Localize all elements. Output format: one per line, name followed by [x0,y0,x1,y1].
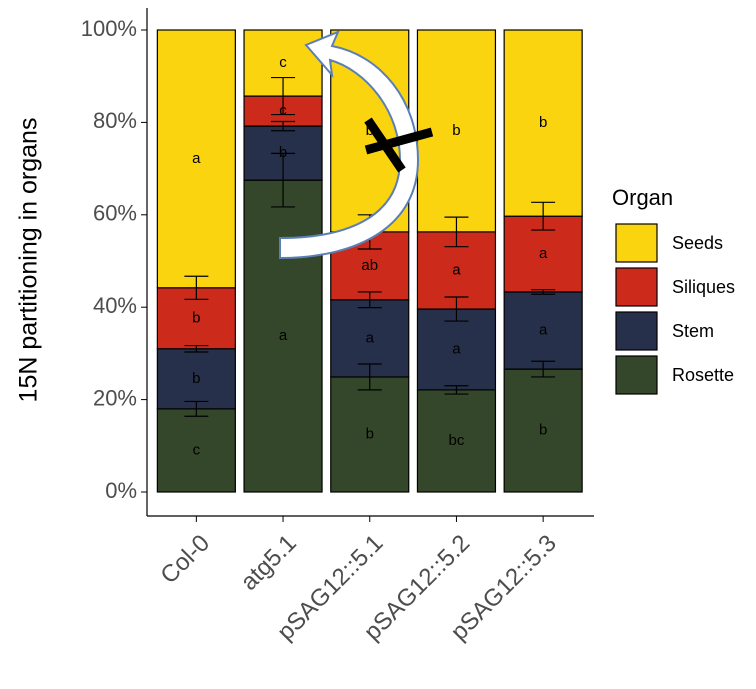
error-bar [184,400,209,417]
error-bar [357,363,382,391]
significance-label: a [539,321,548,338]
annotation [279,30,434,260]
y-tick-label: 100% [81,16,137,41]
error-bar [184,344,209,353]
legend-key [615,355,658,395]
cross-mark [364,127,434,155]
significance-label: a [366,329,375,346]
significance-label: b [192,309,200,326]
x-tick-label: Col-0 [155,530,215,590]
significance-label: b [279,144,287,161]
error-bar [531,201,556,231]
y-tick-label: 60% [93,201,137,226]
bar-segment [156,408,236,493]
bar-segment [156,29,236,289]
significance-label: b [192,370,200,387]
y-tick-label: 0% [105,478,137,503]
error-bar [531,360,556,378]
y-tick-label: 40% [93,293,137,318]
bar-segment [503,368,583,493]
bar-segment [330,376,410,493]
legend-key [615,223,658,263]
significance-label: a [539,245,548,262]
significance-label: bc [449,432,465,449]
significance-label: c [279,54,287,71]
significance-label: ab [361,257,378,274]
bar-segment [156,348,236,410]
legend-label: Siliques [672,277,735,297]
bars: cbbaabccbaabbbcaabbaab [156,29,583,493]
significance-label: a [452,261,461,278]
significance-label: a [279,327,288,344]
error-bar [357,291,382,309]
y-axis-title: 15N partitioning in organs [15,118,43,403]
significance-label: b [452,122,460,139]
error-bar [444,216,469,248]
legend-title: Organ [612,185,673,210]
error-bar [531,289,556,295]
significance-label: a [452,340,461,357]
error-bar [271,120,296,132]
legend-label: Stem [672,321,714,341]
error-bar [444,385,469,395]
error-bar [271,76,296,116]
significance-label: c [193,441,201,458]
legend-key [615,311,658,351]
bar-segment [416,389,497,493]
significance-label: b [539,422,547,439]
legend-key [615,267,658,307]
x-tick-label: atg5.1 [235,530,301,596]
curved-arrow [279,30,420,260]
significance-label: b [366,425,374,442]
legend-label: Rosette [672,365,734,385]
error-bar [444,296,469,322]
legend-label: Seeds [672,233,723,253]
bar-segment [243,179,323,493]
bar-segment [503,291,583,370]
significance-label: b [539,114,547,131]
significance-label: a [192,150,201,167]
bar-segment [416,308,497,391]
y-tick-label: 20% [93,385,137,410]
error-bar [271,152,296,208]
error-bar [184,275,209,300]
y-tick-label: 80% [93,108,137,133]
